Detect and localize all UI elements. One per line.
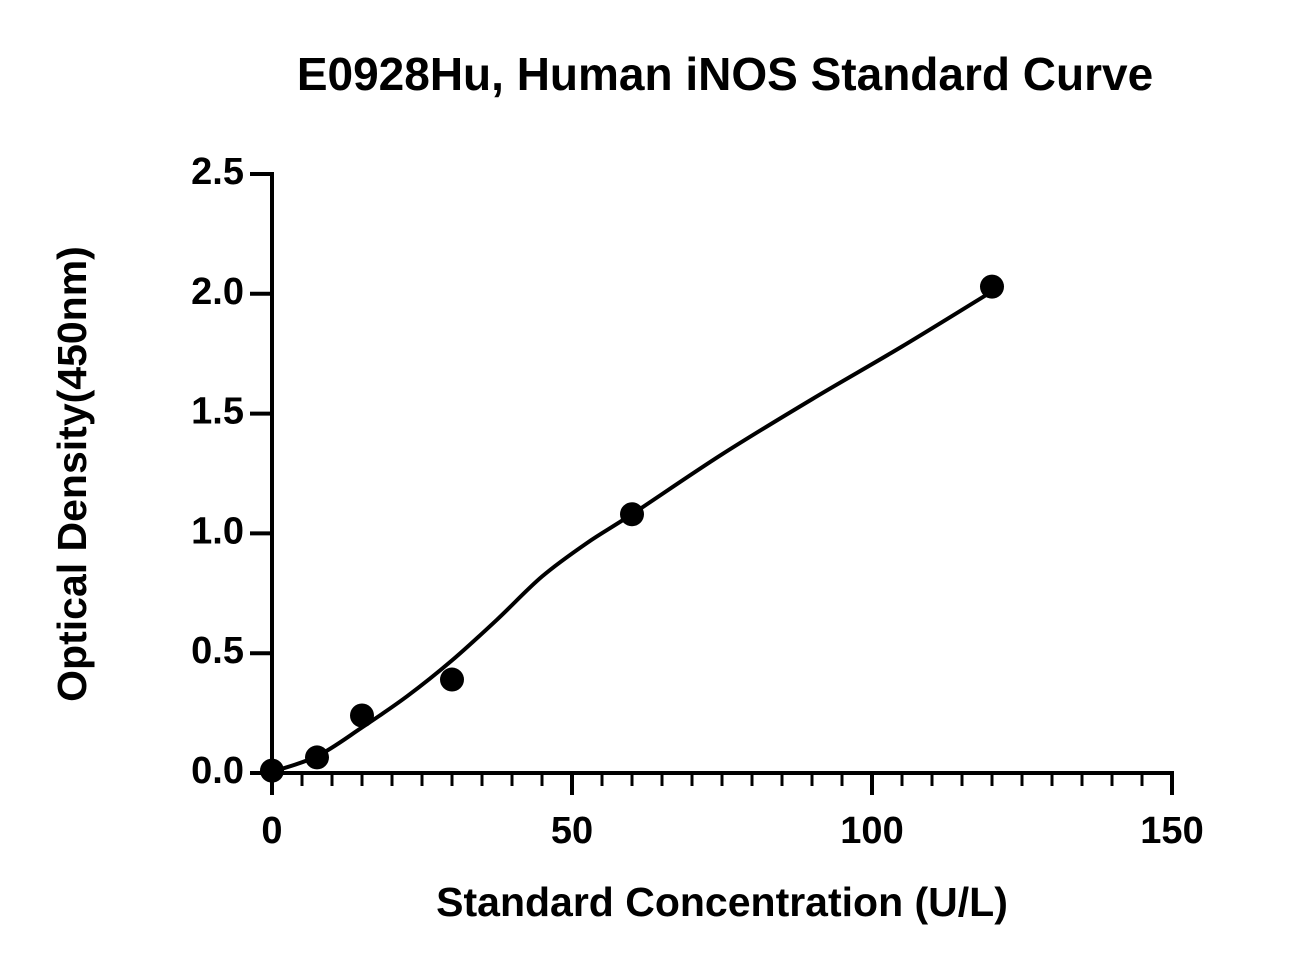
x-tick-label: 100 — [840, 810, 903, 852]
y-tick-label: 1.0 — [191, 510, 244, 552]
y-tick-label: 0.5 — [191, 630, 244, 672]
y-tick-label: 2.0 — [191, 271, 244, 313]
data-point — [305, 745, 329, 770]
data-point — [350, 703, 374, 728]
x-axis-label: Standard Concentration (U/L) — [436, 879, 1008, 925]
y-tick-label: 2.5 — [191, 151, 244, 193]
data-point — [440, 667, 464, 692]
x-tick-label: 150 — [1140, 810, 1203, 852]
data-point — [620, 502, 644, 527]
x-tick-label: 0 — [261, 810, 282, 852]
fit-curve — [271, 289, 994, 774]
chart-title: E0928Hu, Human iNOS Standard Curve — [297, 48, 1153, 100]
data-point — [260, 758, 284, 783]
x-tick-label: 50 — [551, 810, 593, 852]
data-point — [980, 274, 1004, 299]
y-axis-label: Optical Density(450nm) — [49, 246, 95, 702]
y-tick-label: 0.0 — [191, 750, 244, 792]
y-tick-label: 1.5 — [191, 391, 244, 433]
